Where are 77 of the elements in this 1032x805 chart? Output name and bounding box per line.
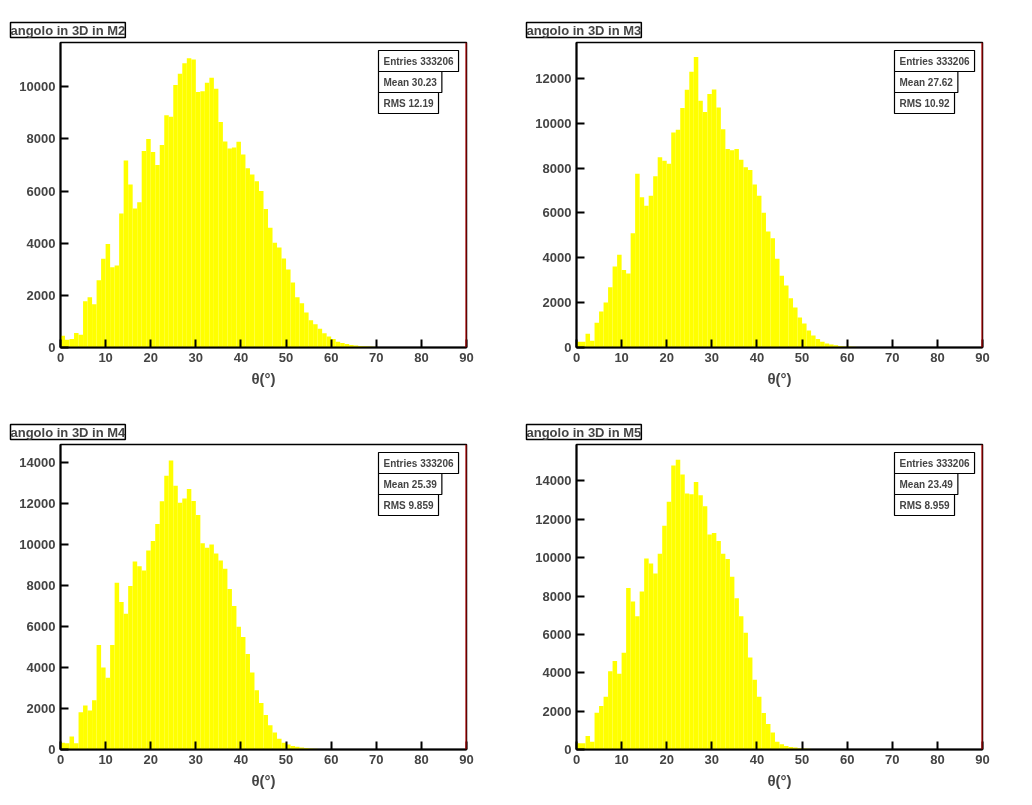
x-tick-label: 60 [323,349,339,365]
y-tick-label: 10000 [19,537,56,553]
annotation: Mean 23.49 [899,478,954,490]
x-tick-label: 80 [414,349,429,365]
y-tick-label: 6000 [26,619,56,635]
x-tick-label: 60 [839,349,855,365]
x-tick-label: 10 [98,751,113,767]
annotation: Entries 333206 [899,55,970,67]
x-tick-label: 20 [143,349,158,365]
x-tick-label: 10 [614,349,629,365]
y-tick-label: 6000 [542,205,572,221]
y-tick-label: 12000 [535,70,572,86]
x-tick-label: 20 [659,349,674,365]
x-tick-label: 40 [233,751,249,767]
x-tick-label: 90 [459,349,474,365]
y-tick-label: 4000 [26,235,56,251]
y-tick-label: 6000 [26,183,56,199]
x-tick-label: 40 [233,349,249,365]
x-tick-label: 10 [98,349,113,365]
x-tick-label: 80 [930,751,945,767]
x-tick-label: 30 [188,751,204,767]
x-tick-label: 50 [278,751,294,767]
annotation: RMS 8.959 [899,499,950,511]
annotation: RMS 10.92 [899,97,950,109]
x-axis-title: θ(°) [251,369,276,387]
y-tick-label: 8000 [542,160,572,176]
x-tick-label: 50 [794,751,810,767]
y-tick-label: 4000 [26,660,56,676]
y-tick-label: 14000 [535,473,572,489]
annotation: RMS 9.859 [383,499,434,511]
y-tick-label: 10000 [535,550,572,566]
y-tick-label: 2000 [542,295,572,311]
x-axis-title: θ(°) [767,771,792,789]
annotation: Mean 25.39 [383,478,438,490]
annotation: Entries 333206 [383,55,454,67]
y-tick-label: 12000 [535,511,572,527]
y-tick-label: 2000 [542,703,572,719]
x-axis-title: θ(°) [767,369,792,387]
y-tick-label: 10000 [535,115,572,131]
x-tick-label: 50 [794,349,810,365]
annotation: RMS 12.19 [383,97,434,109]
x-tick-label: 30 [188,349,204,365]
y-tick-label: 2000 [26,287,56,303]
x-tick-label: 40 [749,751,765,767]
y-tick-label: 4000 [542,250,572,266]
y-tick-label: 4000 [542,665,572,681]
x-tick-label: 20 [143,751,158,767]
x-tick-label: 60 [839,751,855,767]
x-tick-label: 30 [704,751,720,767]
x-tick-label: 30 [704,349,720,365]
y-tick-label: 12000 [19,496,56,512]
x-tick-label: 20 [659,751,674,767]
y-tick-label: 8000 [26,578,56,594]
annotation: Mean 27.62 [899,76,954,88]
y-tick-label: 2000 [26,701,56,717]
y-tick-label: 8000 [26,131,56,147]
y-tick-label: 8000 [542,588,572,604]
x-tick-label: 90 [975,349,990,365]
annotation: Entries 333206 [899,457,970,469]
x-tick-label: 90 [459,751,474,767]
x-axis-title: θ(°) [251,771,276,789]
annotation: Entries 333206 [383,457,454,469]
x-tick-label: 50 [278,349,294,365]
annotation: Mean 30.23 [383,76,438,88]
x-tick-label: 40 [749,349,765,365]
x-tick-label: 60 [323,751,339,767]
x-tick-label: 70 [885,349,900,365]
x-tick-label: 70 [369,349,384,365]
x-tick-label: 90 [975,751,990,767]
x-tick-label: 70 [369,751,384,767]
x-tick-label: 80 [414,751,429,767]
x-tick-label: 70 [885,751,900,767]
x-tick-label: 10 [614,751,629,767]
y-tick-label: 10000 [19,79,56,95]
y-tick-label: 6000 [542,626,572,642]
y-tick-label: 14000 [19,455,56,471]
x-tick-label: 80 [930,349,945,365]
